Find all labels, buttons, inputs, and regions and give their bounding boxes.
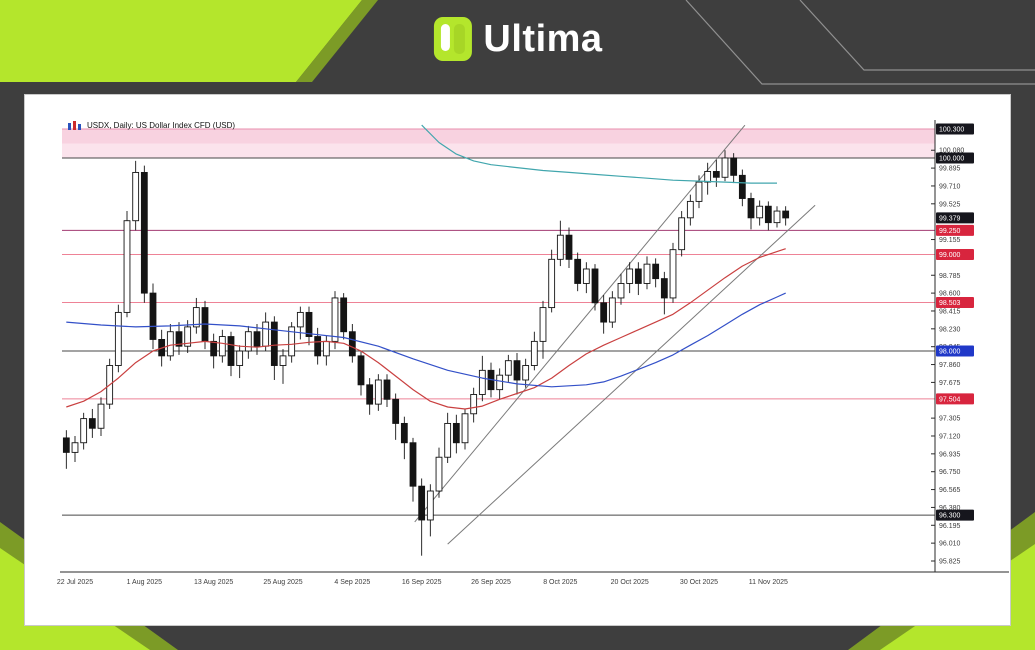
svg-text:100.080: 100.080: [939, 148, 964, 155]
svg-text:98.230: 98.230: [939, 326, 961, 333]
svg-text:30 Oct 2025: 30 Oct 2025: [680, 579, 718, 586]
top-left-green-shape: [0, 0, 362, 82]
chart-title-text: USDX, Daily: US Dollar Index CFD (USD): [87, 121, 236, 130]
svg-text:99.155: 99.155: [939, 237, 961, 244]
chart-symbol-icon: [68, 121, 82, 130]
svg-text:98.503: 98.503: [939, 300, 961, 307]
band-layer: [62, 129, 935, 158]
svg-text:25 Aug 2025: 25 Aug 2025: [263, 579, 302, 586]
svg-text:99.379: 99.379: [939, 215, 961, 222]
ma-slow: [66, 292, 786, 388]
svg-text:99.710: 99.710: [939, 183, 961, 190]
top-left-green-accent: [296, 0, 378, 82]
svg-text:100.300: 100.300: [939, 127, 964, 134]
svg-text:96.300: 96.300: [939, 513, 961, 520]
svg-text:99.895: 99.895: [939, 166, 961, 173]
svg-text:4 Sep 2025: 4 Sep 2025: [334, 579, 370, 586]
svg-text:98.600: 98.600: [939, 291, 961, 298]
svg-text:96.565: 96.565: [939, 487, 961, 494]
svg-text:97.305: 97.305: [939, 416, 961, 423]
svg-text:96.380: 96.380: [939, 505, 961, 512]
svg-text:97.675: 97.675: [939, 380, 961, 387]
brand-logo: Ultima: [432, 16, 602, 62]
svg-text:98.415: 98.415: [939, 308, 961, 315]
svg-text:26 Sep 2025: 26 Sep 2025: [471, 579, 511, 586]
axes: [60, 120, 1009, 573]
svg-text:98.000: 98.000: [939, 349, 961, 356]
svg-text:96.010: 96.010: [939, 541, 961, 548]
ma-long: [421, 124, 777, 184]
svg-text:99.250: 99.250: [939, 228, 961, 235]
price-axis[interactable]: 100.080 99.895 99.710 99.525 99.155 98.785 98.…: [931, 148, 964, 566]
moving-averages: [66, 124, 786, 410]
price-chart[interactable]: 100.080 99.895 99.710 99.525 99.155 98.785 98.…: [25, 95, 1010, 625]
svg-text:96.195: 96.195: [939, 523, 961, 530]
svg-text:16 Sep 2025: 16 Sep 2025: [402, 579, 442, 586]
chart-panel: 100.080 99.895 99.710 99.525 99.155 98.785 98.…: [25, 95, 1010, 625]
time-axis[interactable]: 22 Jul 2025 1 Aug 2025 13 Aug 2025 25 Aug 2…: [57, 579, 788, 586]
svg-text:8 Oct 2025: 8 Oct 2025: [543, 579, 577, 586]
svg-text:13 Aug 2025: 13 Aug 2025: [194, 579, 233, 586]
chart-title: USDX, Daily: US Dollar Index CFD (USD): [68, 121, 235, 130]
price-badges: 100.300100.00099.37999.25099.00098.50398…: [936, 123, 974, 521]
svg-text:99.525: 99.525: [939, 201, 961, 208]
svg-text:100.000: 100.000: [939, 155, 964, 162]
svg-text:22 Jul 2025: 22 Jul 2025: [57, 579, 93, 586]
svg-text:95.825: 95.825: [939, 559, 961, 566]
svg-text:20 Oct 2025: 20 Oct 2025: [611, 579, 649, 586]
svg-text:1 Aug 2025: 1 Aug 2025: [127, 579, 163, 586]
brand-logo-icon: [432, 16, 472, 62]
svg-text:97.504: 97.504: [939, 396, 961, 403]
svg-text:11 Nov 2025: 11 Nov 2025: [749, 579, 788, 586]
svg-text:99.000: 99.000: [939, 252, 961, 259]
level-lines: [62, 128, 935, 516]
brand-logo-text: Ultima: [483, 18, 603, 60]
trendlines: [414, 124, 816, 545]
candles-layer[interactable]: [62, 150, 790, 556]
svg-text:96.750: 96.750: [939, 469, 961, 476]
top-right-outline-shape: [685, 0, 1035, 85]
top-right-outline-shape-inner: [799, 0, 1035, 71]
svg-text:98.785: 98.785: [939, 273, 961, 280]
ma-fast: [66, 248, 786, 410]
svg-text:96.935: 96.935: [939, 451, 961, 458]
svg-text:97.860: 97.860: [939, 362, 961, 369]
svg-text:97.120: 97.120: [939, 433, 961, 440]
